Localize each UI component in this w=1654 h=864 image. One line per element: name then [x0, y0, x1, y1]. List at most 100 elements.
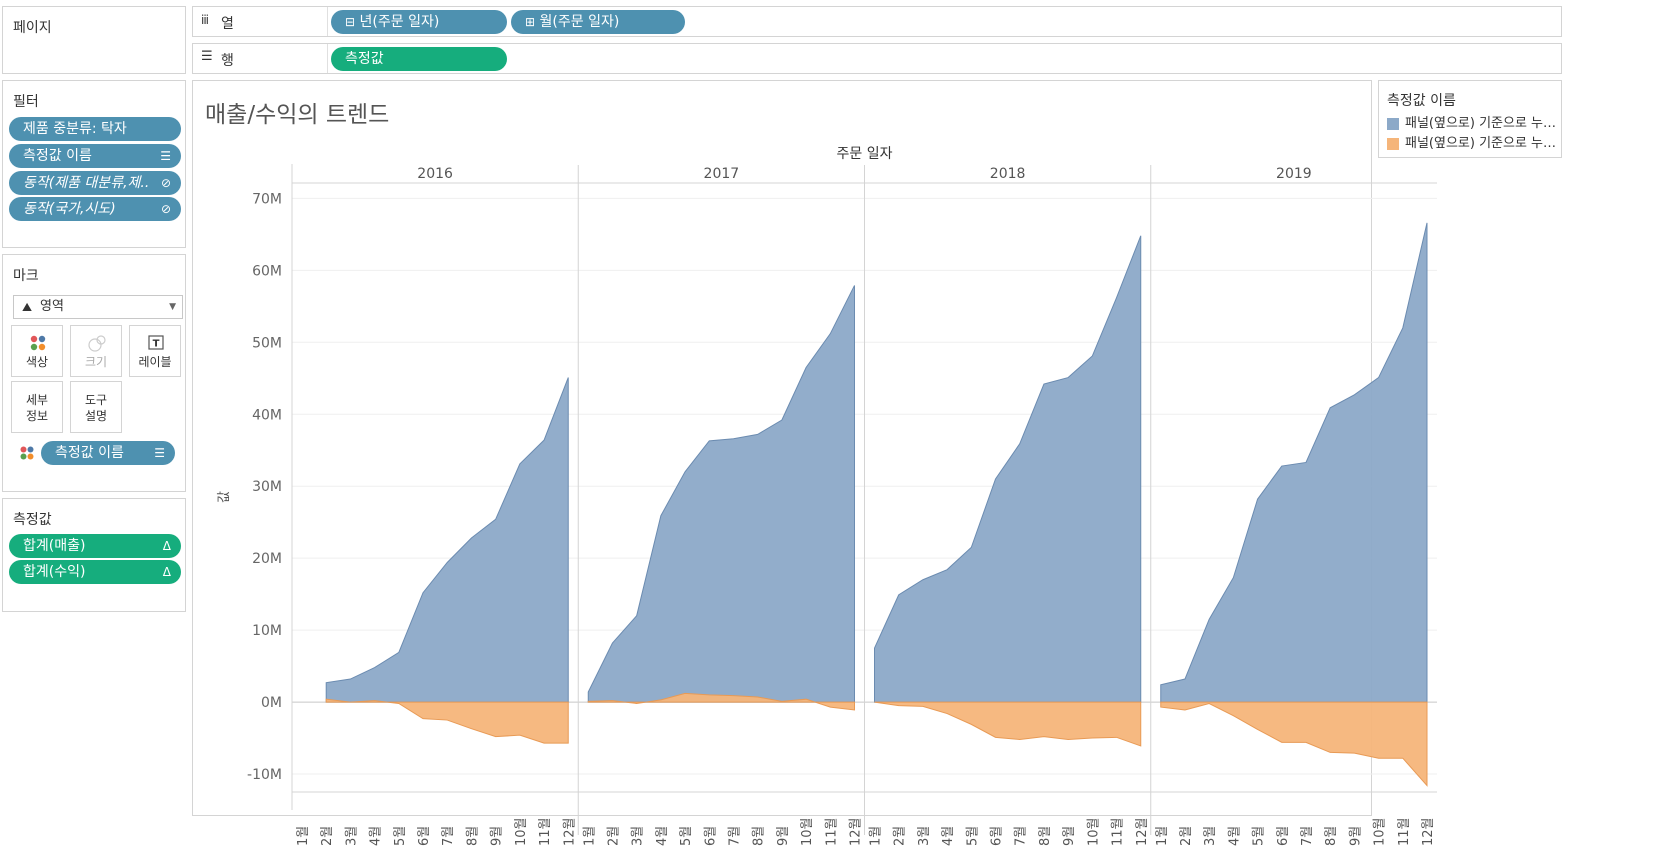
- x-tick-label: 10월: [514, 817, 529, 846]
- sort-icon: ☰: [160, 149, 171, 163]
- pill-label: 측정값: [345, 51, 384, 67]
- x-tick-label: 1월: [1155, 826, 1170, 846]
- detail-button[interactable]: 세부 정보: [11, 381, 63, 433]
- x-tick-label: 12월: [1421, 817, 1436, 846]
- link-icon: ⊘: [160, 202, 171, 216]
- columns-shelf[interactable]: iii 열 ⊟ 년(주문 일자) ⊞ 월(주문 일자): [192, 6, 1562, 37]
- legend-title: 측정값 이름: [1387, 93, 1456, 109]
- x-tick-label: 11월: [824, 817, 839, 846]
- expand-icon: ⊞: [525, 15, 536, 29]
- columns-icon: iii: [201, 13, 209, 27]
- rows-shelf[interactable]: ☰ 행 측정값: [192, 43, 1562, 74]
- pill-label: 합계(수익): [23, 564, 86, 580]
- legend-swatch-profit: [1387, 138, 1399, 150]
- text-label-icon: T: [148, 335, 164, 350]
- x-tick-label: 8월: [1324, 826, 1339, 846]
- color-label: 색상: [25, 355, 49, 369]
- filters-title: 필터: [13, 94, 39, 110]
- tooltip-label-line1: 도구: [84, 393, 108, 407]
- x-tick-label: 11월: [1111, 817, 1126, 846]
- x-tick-label: 4월: [655, 826, 670, 846]
- x-tick-label: 4월: [1227, 826, 1242, 846]
- rows-icon: ☰: [201, 49, 213, 64]
- size-icon: [88, 335, 106, 352]
- x-tick-label: 9월: [776, 826, 791, 846]
- x-tick-label: 2월: [320, 826, 335, 846]
- x-tick-label: 6월: [990, 826, 1005, 846]
- x-tick-label: 12월: [849, 817, 864, 846]
- filter-pill-action-category[interactable]: 동작(제품 대분류,제.. ⊘: [9, 171, 181, 195]
- columns-label: 열: [221, 16, 234, 32]
- x-tick-label: 11월: [1397, 817, 1412, 846]
- color-measure-names-pill[interactable]: 측정값 이름 ☰: [41, 441, 175, 465]
- color-button[interactable]: 색상: [11, 325, 63, 377]
- filters-panel: 필터 제품 중분류: 탁자 측정값 이름 ☰ 동작(제품 대분류,제.. ⊘ 동…: [2, 80, 186, 248]
- x-tick-label: 2월: [893, 826, 908, 846]
- x-tick-label: 2월: [1179, 826, 1194, 846]
- x-tick-label: 5월: [679, 826, 694, 846]
- pill-label: 제품 중분류: 탁자: [23, 121, 127, 137]
- delta-icon: Δ: [162, 565, 171, 579]
- pill-label: 월(주문 일자): [539, 14, 620, 30]
- x-tick-label: 3월: [344, 826, 359, 846]
- label-label: 레이블: [138, 355, 172, 369]
- x-tick-label: 6월: [1276, 826, 1291, 846]
- filter-pill-measure-names[interactable]: 측정값 이름 ☰: [9, 144, 181, 168]
- x-tick-label: 1월: [869, 826, 884, 846]
- x-tick-label: 6월: [703, 826, 718, 846]
- x-tick-label: 7월: [1014, 826, 1029, 846]
- shelf-divider: [327, 7, 328, 36]
- shelf-divider: [327, 44, 328, 73]
- x-tick-label: 6월: [417, 826, 432, 846]
- legend-label: 패널(옆으로) 기준으로 누계 합계(매출): [1405, 116, 1563, 131]
- pill-label: 동작(제품 대분류,제..: [23, 175, 150, 191]
- detail-label-line2: 정보: [25, 409, 49, 423]
- x-tick-label: 8월: [752, 826, 767, 846]
- year-order-date-pill[interactable]: ⊟ 년(주문 일자): [331, 10, 507, 34]
- legend-label: 패널(옆으로) 기준으로 누계 합계(수익): [1405, 136, 1563, 151]
- area-chart-icon: ⛰: [22, 300, 33, 314]
- x-tick-label: 4월: [941, 826, 956, 846]
- size-button[interactable]: 크기: [70, 325, 122, 377]
- measure-pill-sales[interactable]: 합계(매출) Δ: [9, 534, 181, 558]
- filter-pill-subcategory[interactable]: 제품 중분류: 탁자: [9, 117, 181, 141]
- mark-type-dropdown[interactable]: ⛰ 영역 ▼: [13, 295, 183, 319]
- measure-pill-profit[interactable]: 합계(수익) Δ: [9, 560, 181, 584]
- measure-values-pill[interactable]: 측정값: [331, 47, 507, 71]
- tooltip-label-line2: 설명: [84, 409, 108, 423]
- legend-swatch-sales: [1387, 118, 1399, 130]
- measure-values-panel: 측정값 합계(매출) Δ 합계(수익) Δ: [2, 498, 186, 612]
- sort-icon: ☰: [154, 446, 165, 460]
- size-label: 크기: [84, 355, 108, 369]
- mark-type-value: 영역: [40, 299, 64, 314]
- x-tick-label: 12월: [562, 817, 577, 846]
- chart-panel: 매출/수익의 트렌드: [192, 80, 1372, 816]
- link-icon: ⊘: [160, 176, 171, 190]
- measure-values-title: 측정값: [13, 512, 52, 528]
- x-tick-label: 5월: [393, 826, 408, 846]
- x-tick-label: 2월: [606, 826, 621, 846]
- color-encoding-icon: [20, 446, 34, 460]
- x-tick-label: 5월: [1252, 826, 1267, 846]
- x-tick-label: 4월: [369, 826, 384, 846]
- x-tick-label: 11월: [538, 817, 553, 846]
- x-tick-label: 7월: [727, 826, 742, 846]
- label-button[interactable]: T 레이블: [129, 325, 181, 377]
- collapse-icon: ⊟: [345, 15, 356, 29]
- month-order-date-pill[interactable]: ⊞ 월(주문 일자): [511, 10, 685, 34]
- x-tick-label: 3월: [631, 826, 646, 846]
- marks-panel: 마크 ⛰ 영역 ▼ 색상 크기 T 레이블 세부 정보 도구 설명 측정값 이름: [2, 254, 186, 492]
- pill-label: 측정값 이름: [55, 445, 124, 461]
- x-tick-label: 8월: [465, 826, 480, 846]
- filter-pill-action-country[interactable]: 동작(국가,시도) ⊘: [9, 197, 181, 221]
- x-tick-label: 1월: [582, 826, 597, 846]
- legend-panel: 측정값 이름 패널(옆으로) 기준으로 누계 합계(매출) 패널(옆으로) 기준…: [1378, 80, 1563, 158]
- x-tick-label: 10월: [800, 817, 815, 846]
- pages-panel: 페이지: [2, 6, 186, 74]
- x-tick-label: 7월: [441, 826, 456, 846]
- pill-label: 동작(국가,시도): [23, 201, 116, 217]
- x-tick-label: 12월: [1135, 817, 1150, 846]
- x-tick-label: 3월: [1203, 826, 1218, 846]
- rows-label: 행: [221, 53, 234, 69]
